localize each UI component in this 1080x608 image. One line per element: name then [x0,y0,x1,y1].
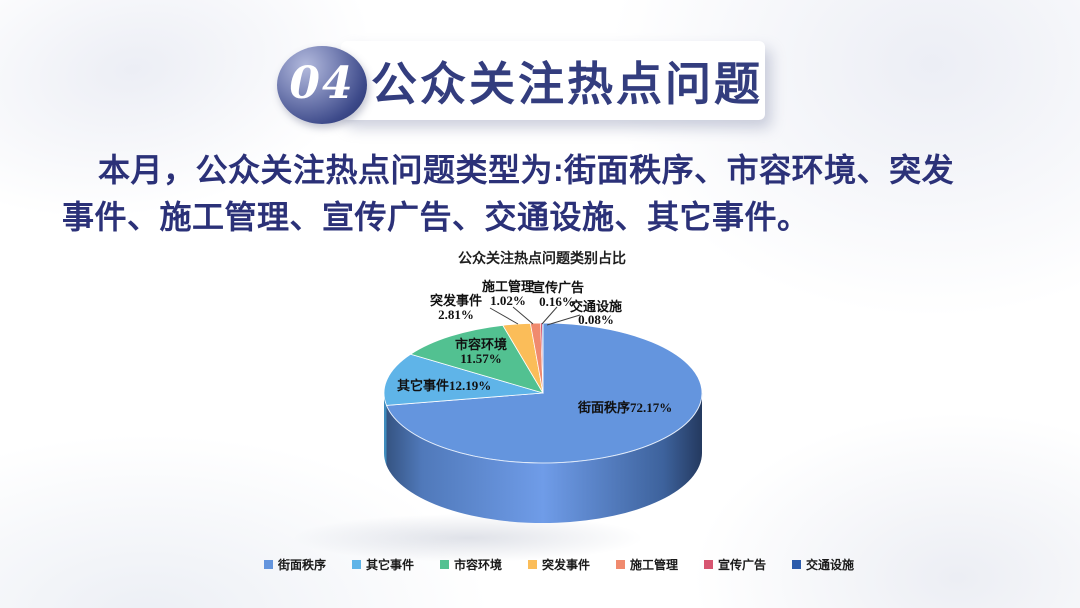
legend-item-emergencies: 突发事件 [527,556,590,573]
legend-swatch [704,560,714,569]
leader-line-construction [512,306,534,325]
legend-swatch [616,560,625,569]
pie-rim-other [383,393,387,466]
legend-item-street-order: 街面秩序 [263,556,326,573]
title-box: 公众关注热点问题 [341,41,765,120]
label-city-appearance-pct: 11.57% [460,351,502,366]
label-other-events: 其它事件12.19% [397,378,491,393]
pie-slice-other-events [383,353,544,406]
pie-slice-city-appearance [409,324,544,394]
label-emergencies-pct: 2.81% [438,307,474,322]
legend-label: 突发事件 [541,558,590,572]
legend-swatch [527,560,537,569]
label-construction-name: 施工管理 [482,279,534,294]
pie-rim-main [386,393,703,524]
leader-line-emergencies [489,307,519,325]
legend-label: 施工管理 [630,558,679,572]
legend-item-city-appearance: 市容环境 [439,556,502,573]
legend-swatch [792,560,802,569]
page-title: 公众关注热点问题 [371,57,763,110]
legend-label: 其它事件 [365,558,414,572]
legend-swatch [439,560,449,569]
body-line-1: 本月，公众关注热点问题类型为:街面秩序、市容环境、突发 [98,152,955,188]
legend-item-other-events: 其它事件 [351,556,414,573]
legend-label: 街面秩序 [277,558,326,572]
label-traffic-name: 交通设施 [570,299,622,314]
chart-title: 公众关注热点问题类别占比 [458,250,626,267]
body-paragraph: 本月，公众关注热点问题类型为:街面秩序、市容环境、突发 事件、施工管理、宣传广告… [62,147,1012,241]
chart-legend: 街面秩序 其它事件 市容环境 突发事件 施工管理 宣传广告 交通设施 [0,556,1080,573]
label-emergencies-name: 突发事件 [430,293,482,308]
label-advertising-pct: 0.16% [539,294,575,309]
label-advertising-name: 宣传广告 [532,280,584,295]
label-street-order: 街面秩序72.17% [577,400,672,415]
pie-edge-highlight [386,392,703,464]
section-number-badge: 04 [277,46,367,124]
legend-label: 市容环境 [453,558,502,572]
legend-swatch [263,560,273,569]
pie-shadow [293,514,643,562]
leader-line-traffic [546,314,581,326]
leader-line-advertising [541,306,558,325]
legend-item-traffic: 交通设施 [792,556,854,573]
legend-swatch [351,560,361,569]
legend-item-construction: 施工管理 [616,556,678,573]
section-number: 04 [289,57,355,109]
legend-label: 宣传广告 [718,558,767,572]
label-city-appearance-name: 市容环境 [455,337,507,352]
legend-label: 交通设施 [806,558,855,572]
legend-item-advertising: 宣传广告 [704,556,766,573]
label-construction-pct: 1.02% [490,293,526,308]
body-line-2: 事件、施工管理、宣传广告、交通设施、其它事件。 [62,199,810,235]
label-traffic-pct: 0.08% [578,312,614,327]
